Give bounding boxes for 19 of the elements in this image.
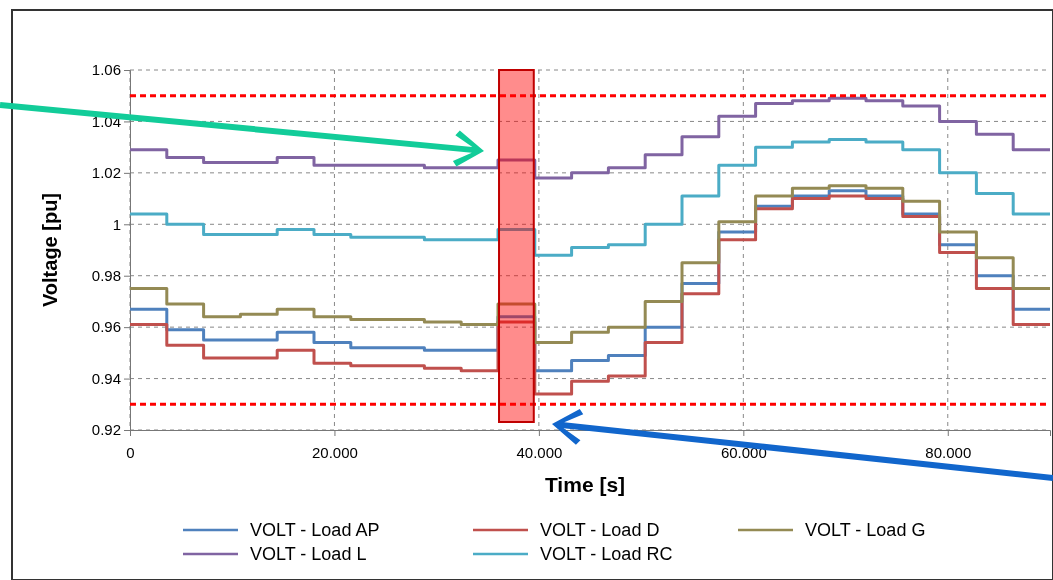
y-tick-label: 1 (112, 215, 121, 233)
y-tick-label: 0.92 (91, 421, 121, 439)
legend-label: VOLT - Load G (805, 520, 926, 540)
legend-label: VOLT - Load D (540, 520, 660, 540)
y-tick-label: 0.94 (91, 369, 121, 387)
y-tick-label: 1.02 (91, 164, 121, 182)
y-tick-label: 0.96 (91, 318, 121, 336)
x-tick-label: 40.000 (516, 443, 563, 461)
x-axis-title: Time [s] (544, 473, 626, 496)
y-axis-title: Voltage [pu] (39, 192, 61, 308)
x-tick-label: 0 (126, 443, 135, 461)
legend-label: VOLT - Load RC (540, 544, 673, 564)
legend-label: VOLT - Load AP (250, 520, 380, 540)
legend-label: VOLT - Load L (250, 544, 367, 564)
x-tick-label: 60.000 (720, 443, 767, 461)
y-tick-label: 1.06 (91, 61, 121, 79)
x-tick-label: 20.000 (312, 443, 358, 461)
y-tick-label: 0.98 (91, 267, 121, 285)
x-tick-label: 80.000 (925, 443, 972, 461)
